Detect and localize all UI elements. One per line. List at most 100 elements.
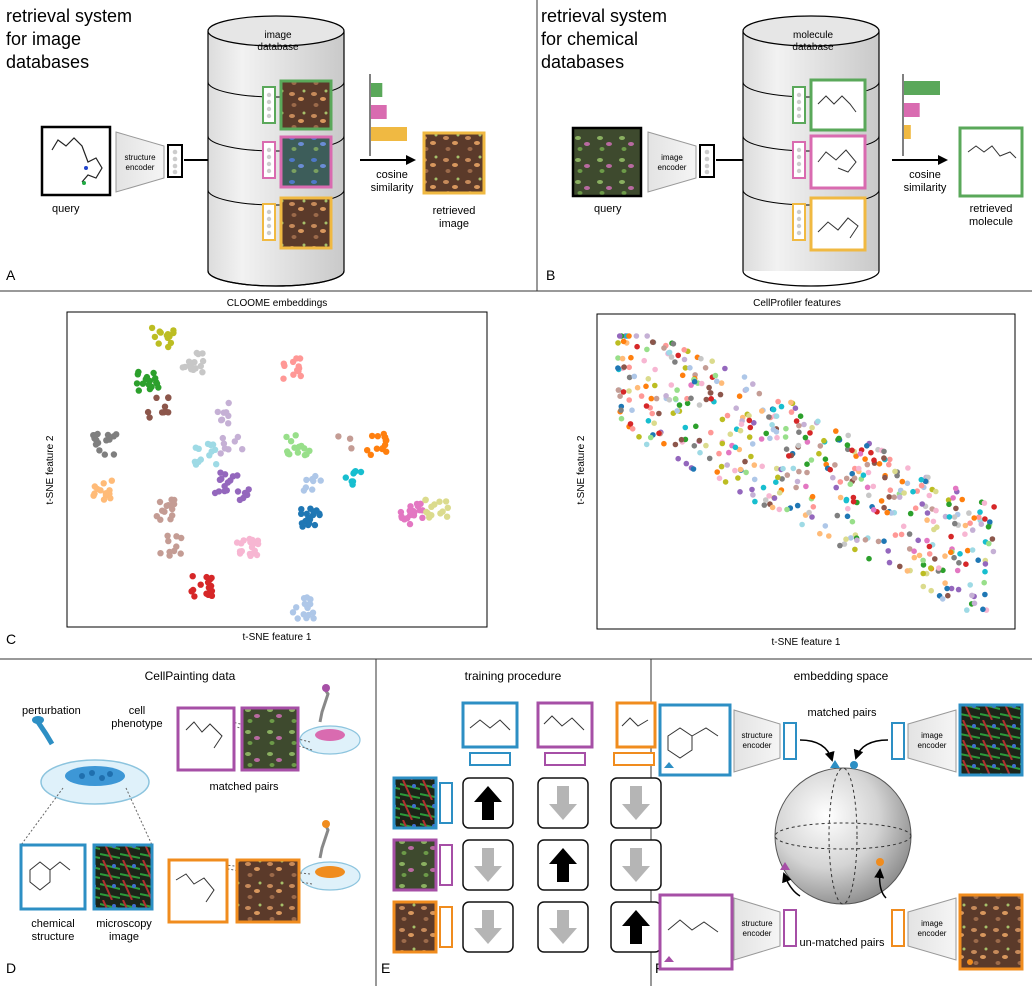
scatter-point: [848, 535, 854, 541]
db-molecule-1: [809, 78, 867, 132]
scatter-point: [681, 347, 687, 353]
scatter-point: [110, 451, 118, 458]
scatter-point: [837, 479, 844, 485]
scatter-point: [225, 399, 232, 407]
scatter-point: [678, 436, 685, 443]
scatter-point: [647, 434, 654, 441]
scatter-point: [886, 461, 892, 468]
scatter-point: [911, 554, 918, 561]
f-image-encoder-2: encoder: [918, 741, 947, 750]
scatter-point: [951, 554, 957, 561]
scatter-point: [211, 489, 219, 497]
scatter-point: [672, 396, 679, 402]
scatter-point: [92, 431, 100, 439]
f-image-encoder-3: image: [921, 919, 943, 928]
scatter-point: [221, 471, 229, 478]
scatter-point: [792, 405, 799, 412]
scatter-point: [150, 369, 157, 377]
f-matched-label: matched pairs: [807, 707, 877, 719]
scatter-point: [762, 497, 769, 503]
scatter-point: [915, 537, 921, 544]
scatter-point: [934, 524, 940, 530]
scatter-point: [348, 445, 355, 452]
scatter-point: [940, 567, 946, 574]
scatter-point: [799, 521, 805, 528]
db-molecule-3: [809, 196, 867, 252]
scatter-point: [982, 561, 989, 567]
f-image-encoder-1: image: [921, 731, 943, 740]
scatter-point: [280, 375, 287, 382]
arrow-up-icon: [474, 786, 502, 820]
scatter-point: [716, 450, 722, 457]
scatter-point: [644, 346, 650, 353]
scatter-point: [100, 496, 108, 503]
scatter-point: [706, 384, 712, 391]
scatter-point: [179, 364, 186, 371]
f-image-encoder-4: encoder: [918, 929, 947, 938]
scatter-point: [688, 382, 694, 388]
scatter-point: [153, 513, 160, 520]
scatter-point: [706, 455, 713, 462]
scatter-point: [803, 483, 809, 490]
scatter-point: [310, 508, 317, 515]
scatter-point: [881, 448, 887, 455]
cloome-xlabel: t-SNE feature 1: [243, 632, 312, 643]
scatter-point: [661, 345, 667, 351]
scatter-point: [809, 514, 815, 520]
f-matched-molecule: [658, 703, 732, 777]
scatter-point: [900, 523, 907, 530]
scatter-point: [851, 475, 858, 482]
scatter-point: [718, 380, 725, 386]
scatter-point: [773, 479, 779, 486]
scatter-point: [788, 409, 795, 415]
scatter-point: [674, 387, 680, 393]
scatter-point: [428, 503, 435, 510]
panel-d-title: CellPainting data: [145, 669, 236, 683]
scatter-point: [306, 520, 313, 527]
scatter-point: [769, 504, 776, 511]
scatter-point: [924, 510, 931, 516]
db-image-3: [279, 196, 333, 250]
scatter-point: [817, 530, 823, 537]
retrieved-b-label-1: retrieved: [970, 203, 1013, 215]
scatter-point: [666, 397, 673, 403]
scatter-point: [615, 387, 622, 393]
db-label-2: database: [257, 42, 299, 53]
scatter-point: [776, 506, 783, 513]
scatter-point: [737, 427, 744, 434]
scatter-point: [911, 548, 917, 554]
scatter-point: [951, 514, 958, 520]
cosine-b-label-1: cosine: [909, 169, 941, 181]
scatter-point: [774, 434, 780, 441]
perturbation-label: perturbation: [22, 705, 81, 717]
scatter-point: [293, 604, 300, 611]
scatter-point: [901, 490, 907, 496]
scatter-point: [743, 386, 750, 393]
scatter-point: [775, 474, 781, 481]
scatter-point: [737, 489, 743, 495]
scatter-point: [952, 520, 958, 527]
scatter-point: [674, 408, 680, 414]
scatter-point: [161, 508, 168, 515]
scatter-point: [93, 437, 100, 444]
scatter-point: [219, 434, 226, 442]
scatter-point: [144, 408, 152, 416]
scatter-point: [439, 508, 446, 515]
chemical-label-2: structure: [32, 931, 75, 943]
scatter-point: [910, 488, 916, 495]
scatter-point: [852, 465, 858, 472]
scatter-point: [726, 449, 732, 456]
scatter-point: [170, 547, 178, 555]
scatter-point: [969, 527, 976, 533]
scatter-point: [298, 520, 306, 527]
scatter-point: [830, 474, 836, 481]
scatter-point: [626, 374, 633, 381]
scatter-point: [746, 417, 753, 424]
scatter-point: [152, 375, 159, 382]
scatter-point: [100, 480, 107, 487]
scatter-point: [227, 477, 234, 484]
scatter-point: [164, 532, 171, 539]
scatter-point: [628, 354, 634, 361]
scatter-point: [663, 393, 669, 399]
scatter-point: [767, 435, 773, 442]
